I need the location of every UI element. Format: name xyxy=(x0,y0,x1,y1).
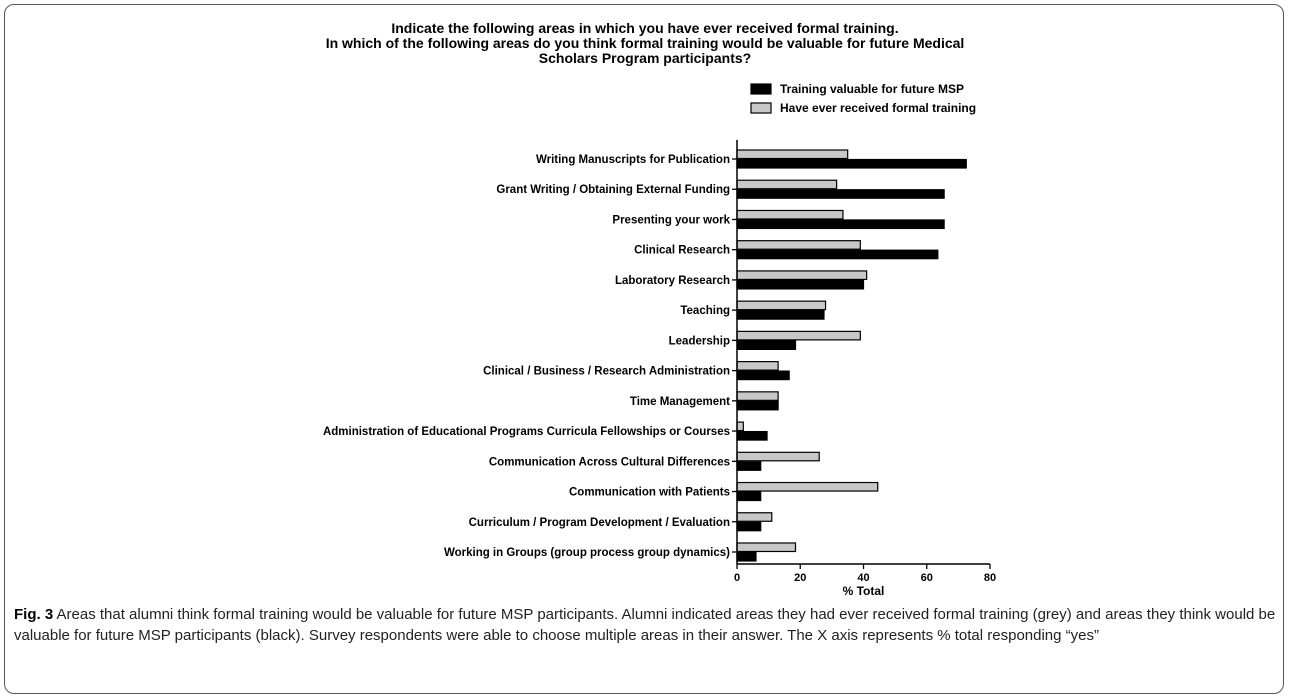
bar-received-4 xyxy=(736,240,861,250)
category-label-9: Time Management xyxy=(630,396,730,408)
category-label-13: Curriculum / Program Development / Evalu… xyxy=(469,517,730,529)
legend-swatch-2 xyxy=(750,102,772,114)
category-label-10: Administration of Educational Programs C… xyxy=(323,426,730,438)
category-label-14: Working in Groups (group process group d… xyxy=(444,547,730,559)
bar-valuable-8 xyxy=(736,370,790,381)
figure-caption: Fig. 3 Areas that alumni think formal tr… xyxy=(14,604,1276,646)
legend-label-2: Have ever received formal training xyxy=(780,101,976,115)
bar-received-13 xyxy=(736,512,773,522)
bar-received-14 xyxy=(736,542,797,553)
bar-valuable-14 xyxy=(736,551,757,562)
x-tick-label-80: 80 xyxy=(984,572,996,584)
caption-text: Areas that alumni think formal training … xyxy=(14,606,1276,644)
bar-valuable-11 xyxy=(736,461,762,471)
figure-frame xyxy=(4,4,1284,694)
chart-title-line-1: Indicate the following areas in which yo… xyxy=(391,20,898,36)
chart-title-line-2: In which of the following areas do you t… xyxy=(326,35,965,51)
x-tick-label-0: 0 xyxy=(734,572,740,584)
category-label-7: Leadership xyxy=(669,335,730,347)
category-label-4: Clinical Research xyxy=(634,245,730,257)
category-label-1: Writing Manuscripts for Publication xyxy=(536,154,730,166)
bar-valuable-13 xyxy=(736,521,762,532)
bar-received-2 xyxy=(736,179,838,190)
category-label-2: Grant Writing / Obtaining External Fundi… xyxy=(496,184,730,196)
bar-received-10 xyxy=(736,421,744,432)
bar-received-1 xyxy=(736,149,849,160)
category-label-11: Communication Across Cultural Difference… xyxy=(489,456,730,468)
category-label-5: Laboratory Research xyxy=(615,275,730,287)
x-tick-label-20: 20 xyxy=(794,572,806,584)
chart-bars xyxy=(736,149,967,562)
category-labels: Writing Manuscripts for Publication Grant… xyxy=(323,154,731,559)
bar-received-3 xyxy=(736,209,844,220)
category-label-8: Clinical / Business / Research Administr… xyxy=(483,366,730,378)
category-label-6: Teaching xyxy=(680,305,730,317)
bar-valuable-1 xyxy=(736,158,967,169)
bar-valuable-6 xyxy=(736,310,825,320)
bar-valuable-4 xyxy=(736,249,939,260)
bar-received-12 xyxy=(736,481,879,492)
chart-title-line-3: Scholars Program participants? xyxy=(539,50,751,66)
bar-received-9 xyxy=(736,391,779,401)
category-label-12: Communication with Patients xyxy=(569,487,730,499)
bar-chart: Indicate the following areas in which yo… xyxy=(323,20,996,598)
chart-title: Indicate the following areas in which yo… xyxy=(326,20,965,66)
chart-axes: 0 20 40 60 80 % Total xyxy=(732,139,996,598)
bar-valuable-5 xyxy=(736,279,865,290)
bar-valuable-7 xyxy=(736,340,797,350)
bar-valuable-12 xyxy=(736,491,762,502)
x-tick-label-40: 40 xyxy=(857,572,869,584)
bar-valuable-2 xyxy=(736,189,945,199)
bar-received-6 xyxy=(736,300,827,311)
legend-swatch-1 xyxy=(750,83,772,95)
bar-valuable-3 xyxy=(736,219,945,230)
bar-received-7 xyxy=(736,330,861,341)
bar-valuable-10 xyxy=(736,430,768,441)
legend-label-1: Training valuable for future MSP xyxy=(780,82,964,96)
x-tick-label-60: 60 xyxy=(921,572,933,584)
bar-received-8 xyxy=(736,361,779,371)
bar-valuable-9 xyxy=(736,400,779,411)
chart-legend: Training valuable for future MSP Have eve… xyxy=(750,82,976,115)
bar-received-11 xyxy=(736,451,820,462)
bar-received-5 xyxy=(736,270,868,281)
category-label-3: Presenting your work xyxy=(612,214,730,226)
figure-label: Fig. 3 xyxy=(14,606,54,623)
x-axis-title: % Total xyxy=(843,584,885,598)
